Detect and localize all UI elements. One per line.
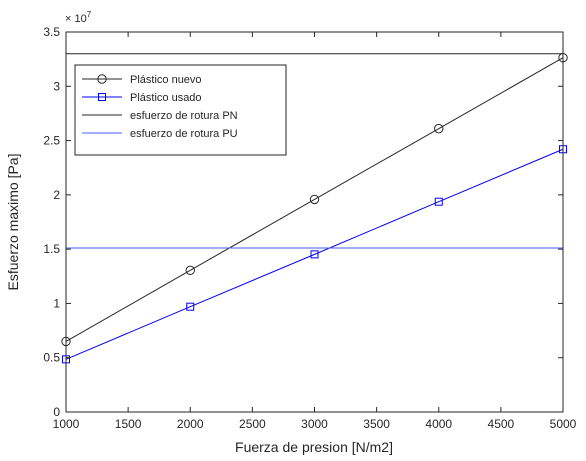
legend: Plástico nuevo Plástico usado esfuerzo de … <box>74 64 287 156</box>
y-tick-label: 0.5 <box>43 351 60 365</box>
legend-label: esfuerzo de rotura PU <box>130 128 238 140</box>
x-tick-label: 2000 <box>177 417 204 431</box>
legend-entry: Plástico nuevo <box>82 74 202 86</box>
legend-label: Plástico usado <box>130 92 202 104</box>
data-point <box>309 194 320 205</box>
legend-box <box>74 64 287 156</box>
series-line <box>65 57 564 342</box>
x-tick-label: 5000 <box>550 417 577 431</box>
x-tick-label: 1500 <box>115 417 142 431</box>
legend-entry: Plástico usado <box>82 92 202 104</box>
legend-label: esfuerzo de rotura PN <box>130 110 238 122</box>
x-tick-label: 3000 <box>301 417 328 431</box>
y-tick-label: 3.5 <box>43 25 60 39</box>
x-axis-label: Fuerza de presion [N/m2] <box>235 439 393 455</box>
data-point <box>434 123 444 134</box>
x-tick-label: 4500 <box>488 417 515 431</box>
legend-label: Plástico nuevo <box>130 74 202 86</box>
y-tick-label: 1.5 <box>43 242 60 256</box>
legend-entry: esfuerzo de rotura PU <box>82 128 238 140</box>
y-tick-label: 2 <box>53 188 60 202</box>
legend-marker <box>98 93 106 101</box>
legend-entry: esfuerzo de rotura PN <box>82 110 238 122</box>
y-exponent-label: × 107 <box>65 10 92 25</box>
x-tick-label: 1000 <box>53 417 80 431</box>
series-line <box>65 148 564 360</box>
y-tick-label: 0 <box>53 405 60 419</box>
y-tick-label: 1 <box>53 296 60 310</box>
x-tick-label: 2500 <box>239 417 266 431</box>
y-axis-label: Esfuerzo maximo [Pa] <box>5 154 21 291</box>
x-tick-label: 3500 <box>363 417 390 431</box>
y-tick-label: 3 <box>53 79 60 93</box>
y-tick-label: 2.5 <box>43 134 60 148</box>
data-point <box>185 265 195 276</box>
x-tick-label: 4000 <box>425 417 452 431</box>
legend-marker <box>97 74 107 84</box>
data-point <box>434 197 443 206</box>
data-point <box>310 250 319 259</box>
data-point <box>186 302 195 311</box>
axes-layer: 1000 1500 2000 2500 3000 3500 4000 4500 5000 0 0.5… <box>43 25 576 431</box>
